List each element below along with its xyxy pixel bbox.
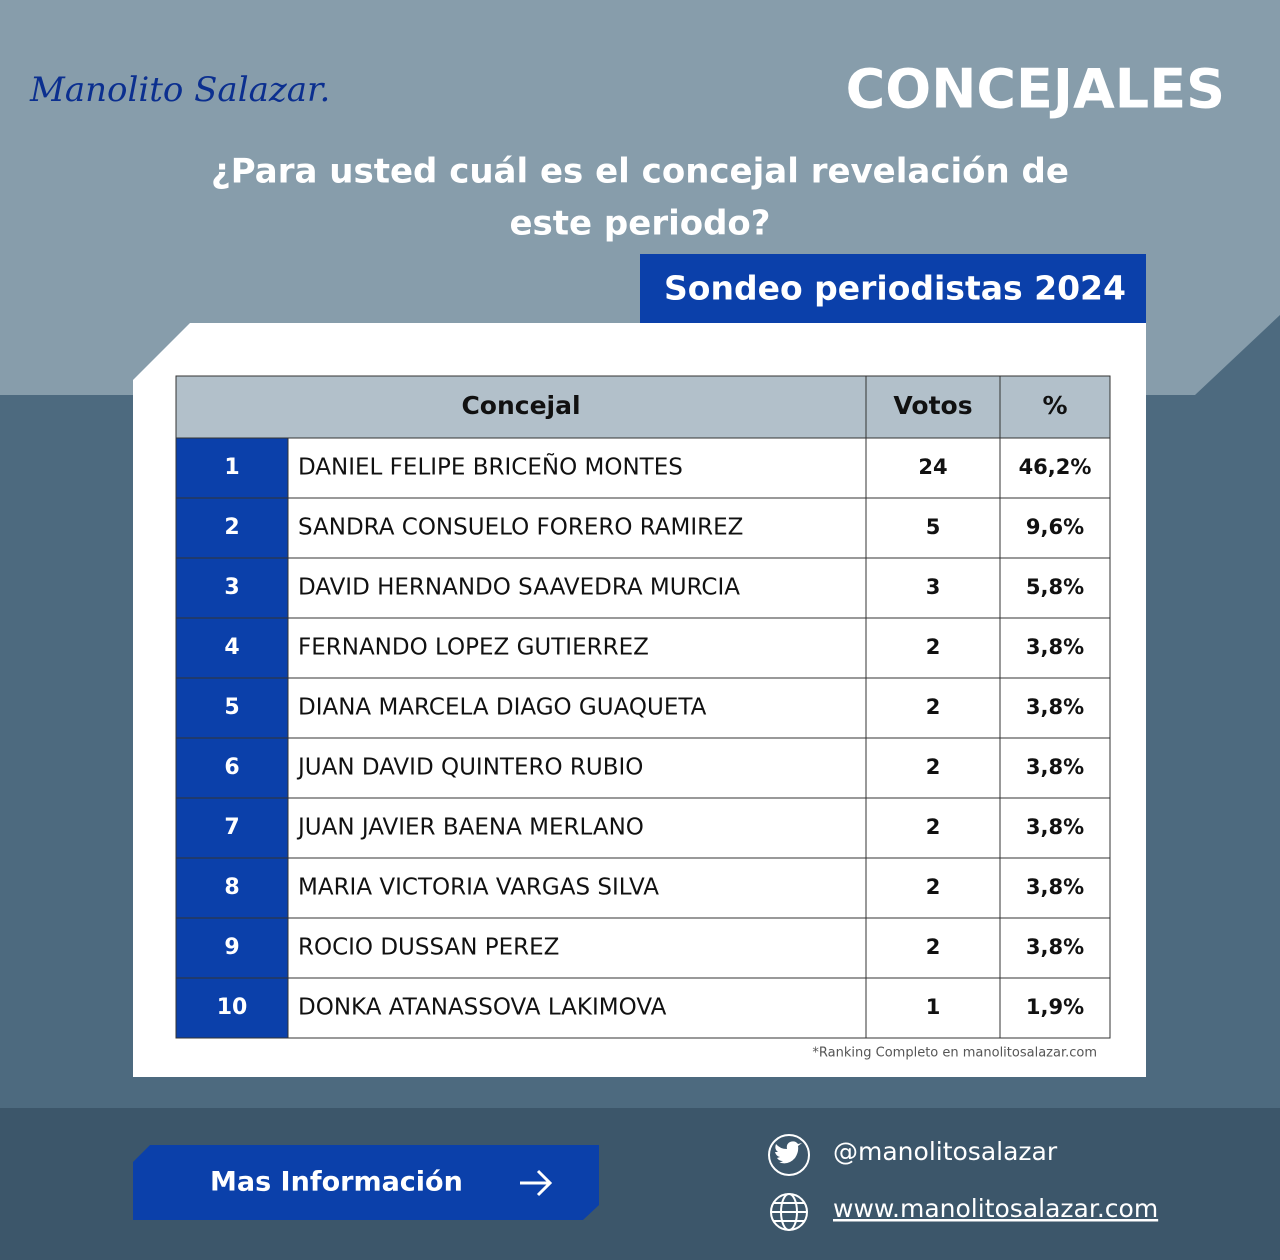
rank-cell xyxy=(175,857,289,919)
name: DANIEL FELIPE BRICEÑO MONTES xyxy=(298,453,683,481)
row xyxy=(175,977,1111,1039)
votes: 5 xyxy=(926,515,941,539)
votes: 2 xyxy=(926,635,941,659)
votes: 2 xyxy=(926,815,941,839)
rank-cell xyxy=(175,617,289,679)
votes: 2 xyxy=(926,875,941,899)
name: FERNANDO LOPEZ GUTIERREZ xyxy=(298,635,649,661)
name: DONKA ATANASSOVA LAKIMOVA xyxy=(298,995,667,1021)
badge xyxy=(640,254,1146,323)
question: este periodo? xyxy=(509,204,770,244)
percent: 3,8% xyxy=(1026,635,1084,659)
percent: 9,6% xyxy=(1026,515,1084,539)
rank-cell xyxy=(175,977,289,1039)
rank-cell xyxy=(175,677,289,739)
header-row xyxy=(175,375,1111,439)
name: MARIA VICTORIA VARGAS SILVA xyxy=(298,875,659,901)
row xyxy=(175,497,1111,559)
votes: 1 xyxy=(926,995,941,1019)
row xyxy=(175,917,1111,979)
name: DIANA MARCELA DIAGO GUAQUETA xyxy=(298,695,707,721)
rank: 7 xyxy=(224,815,239,840)
votes: 3 xyxy=(926,575,941,599)
percent: 3,8% xyxy=(1026,875,1084,899)
percent: 46,2% xyxy=(1019,455,1092,479)
name: ROCIO DUSSAN PEREZ xyxy=(298,935,559,961)
name: JUAN JAVIER BAENA MERLANO xyxy=(296,815,644,841)
rank: 2 xyxy=(224,515,239,540)
rank-cell xyxy=(175,437,289,499)
rank: 5 xyxy=(224,695,239,720)
question: ¿Para usted cuál es el concejal revelaci… xyxy=(211,152,1069,192)
row xyxy=(175,617,1111,679)
percent: 3,8% xyxy=(1026,695,1084,719)
votes: 2 xyxy=(926,695,941,719)
percent: 3,8% xyxy=(1026,755,1084,779)
row xyxy=(175,737,1111,799)
globe-icon xyxy=(770,1193,808,1231)
votes: 24 xyxy=(918,455,947,479)
twitter-handle[interactable]: @manolitosalazar xyxy=(833,1137,1058,1166)
logo: Manolito Salazar. xyxy=(29,70,330,110)
rank: 6 xyxy=(224,755,239,780)
rank: 4 xyxy=(224,635,239,660)
rank-cell xyxy=(175,557,289,619)
twitter-bird xyxy=(775,1141,802,1164)
table: Concejal Votos % 1 DANIEL FELIPE BRICEÑO MON… xyxy=(175,375,1111,1039)
website[interactable]: www.manolitosalazar.com xyxy=(833,1194,1158,1223)
row xyxy=(175,857,1111,919)
column-header: % xyxy=(1042,391,1067,420)
column-header: Concejal xyxy=(461,391,580,420)
title: CONCEJALES xyxy=(846,58,1225,121)
rank: 9 xyxy=(224,935,239,960)
votes: 2 xyxy=(926,755,941,779)
row xyxy=(175,557,1111,619)
row xyxy=(175,677,1111,739)
percent: 3,8% xyxy=(1026,935,1084,959)
rank: 8 xyxy=(224,875,239,900)
rank-cell xyxy=(175,797,289,859)
percent: 1,9% xyxy=(1026,995,1084,1019)
percent: 5,8% xyxy=(1026,575,1084,599)
votes: 2 xyxy=(926,935,941,959)
badge-text: Sondeo periodistas 2024 xyxy=(664,269,1126,308)
name: DAVID HERNANDO SAAVEDRA MURCIA xyxy=(298,575,740,601)
more-info-button[interactable] xyxy=(133,1145,599,1220)
rank: 1 xyxy=(224,455,239,480)
twitter-icon xyxy=(768,1134,810,1176)
rank-cell xyxy=(175,737,289,799)
row xyxy=(175,797,1111,859)
button-label[interactable]: Mas Información xyxy=(210,1167,463,1198)
footnote: *Ranking Completo en manolitosalazar.com xyxy=(812,1046,1097,1061)
percent: 3,8% xyxy=(1026,815,1084,839)
name: SANDRA CONSUELO FORERO RAMIREZ xyxy=(298,515,743,541)
rank: 10 xyxy=(217,995,248,1020)
name: JUAN DAVID QUINTERO RUBIO xyxy=(296,755,643,781)
arrow-icon xyxy=(520,1169,553,1197)
rank: 3 xyxy=(224,575,239,600)
rank-cell xyxy=(175,917,289,979)
column-header: Votos xyxy=(893,391,972,420)
